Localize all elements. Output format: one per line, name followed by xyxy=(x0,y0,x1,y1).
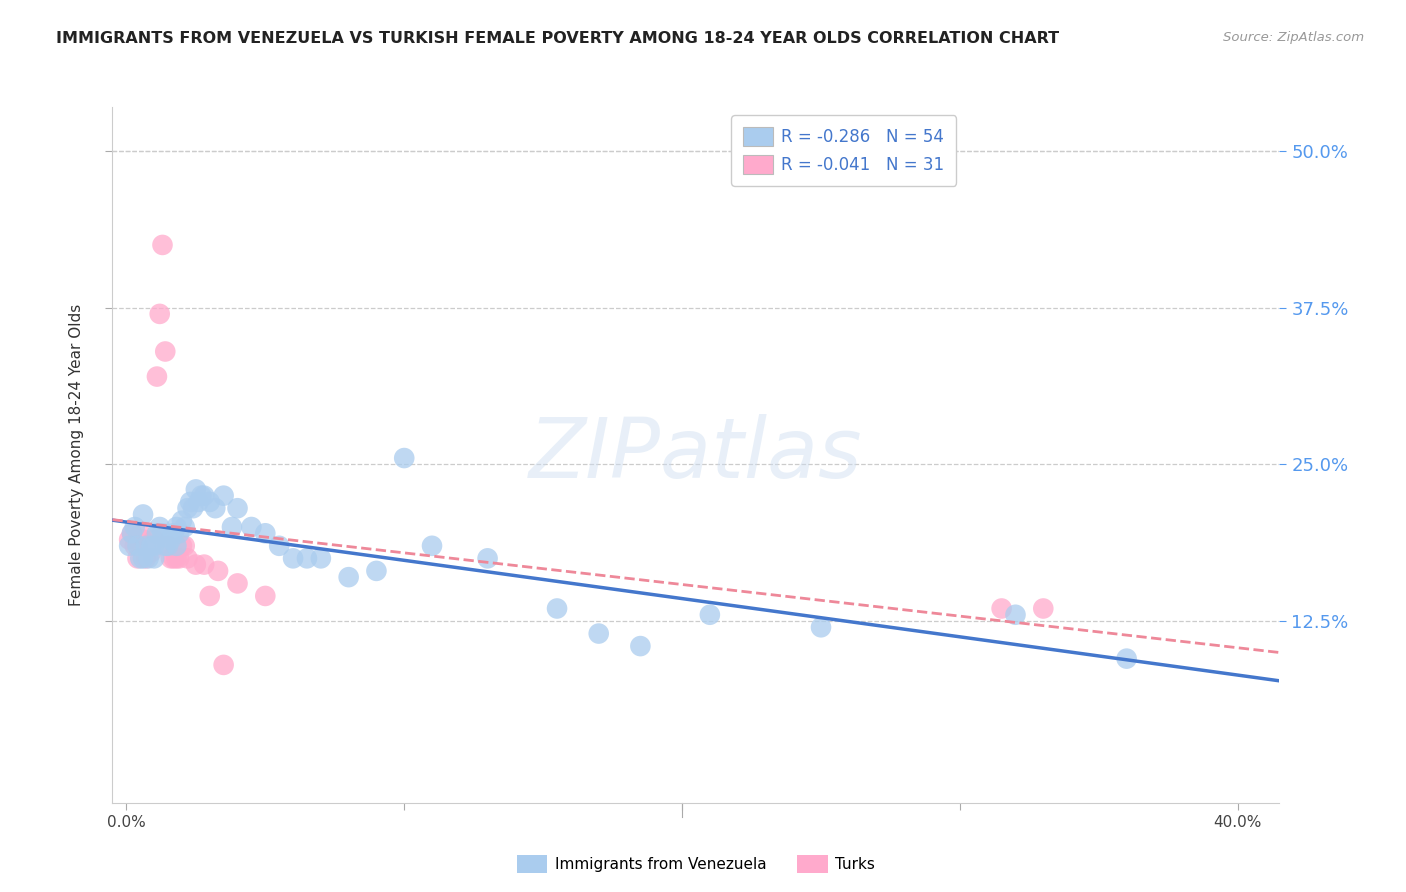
Point xyxy=(127,551,149,566)
Point xyxy=(420,539,443,553)
Point xyxy=(193,489,215,503)
Point xyxy=(176,501,198,516)
Point xyxy=(221,520,243,534)
Point xyxy=(309,551,332,566)
Point xyxy=(162,551,184,566)
Point xyxy=(165,551,187,566)
Point xyxy=(167,551,190,566)
Point xyxy=(124,520,146,534)
Point xyxy=(132,551,155,566)
Point xyxy=(190,489,212,503)
Point xyxy=(281,551,304,566)
Point xyxy=(1004,607,1026,622)
Point xyxy=(152,238,174,252)
Point xyxy=(184,558,207,572)
Point xyxy=(170,539,193,553)
Point xyxy=(129,551,152,566)
Point xyxy=(160,551,183,566)
Point xyxy=(146,369,169,384)
Point xyxy=(1115,651,1137,665)
Point xyxy=(181,501,204,516)
Text: ZIPatlas: ZIPatlas xyxy=(529,415,863,495)
Point xyxy=(165,539,187,553)
Point xyxy=(135,539,157,553)
Point xyxy=(146,526,169,541)
Point xyxy=(143,551,166,566)
Point xyxy=(155,539,177,553)
Point xyxy=(127,539,149,553)
Point xyxy=(699,607,721,622)
Point xyxy=(187,495,209,509)
Point xyxy=(138,551,160,566)
Point xyxy=(143,533,166,547)
Point xyxy=(366,564,388,578)
Point xyxy=(269,539,291,553)
Point xyxy=(143,539,166,553)
Point xyxy=(160,533,183,547)
Point xyxy=(135,551,157,566)
Y-axis label: Female Poverty Among 18-24 Year Olds: Female Poverty Among 18-24 Year Olds xyxy=(69,304,84,606)
Point xyxy=(588,626,610,640)
Point xyxy=(132,508,155,522)
Point xyxy=(124,539,146,553)
Point xyxy=(226,576,249,591)
Point xyxy=(990,601,1012,615)
Point xyxy=(121,526,143,541)
Point xyxy=(157,539,180,553)
Point xyxy=(149,307,172,321)
Point xyxy=(394,451,416,466)
Point xyxy=(132,533,155,547)
Point xyxy=(337,570,360,584)
Point xyxy=(193,558,215,572)
Point xyxy=(226,501,249,516)
Text: IMMIGRANTS FROM VENEZUELA VS TURKISH FEMALE POVERTY AMONG 18-24 YEAR OLDS CORREL: IMMIGRANTS FROM VENEZUELA VS TURKISH FEM… xyxy=(56,31,1059,46)
Point xyxy=(254,589,277,603)
Point xyxy=(170,514,193,528)
Point xyxy=(295,551,318,566)
Point xyxy=(118,533,141,547)
Point xyxy=(254,526,277,541)
Point xyxy=(1032,601,1054,615)
Point xyxy=(129,526,152,541)
Point xyxy=(141,539,163,553)
Point xyxy=(149,520,172,534)
Point xyxy=(240,520,263,534)
Point xyxy=(176,551,198,566)
Point xyxy=(152,526,174,541)
Point xyxy=(173,520,195,534)
Point xyxy=(118,539,141,553)
Point xyxy=(179,495,201,509)
Point xyxy=(212,657,235,672)
Point xyxy=(477,551,499,566)
Point xyxy=(198,495,221,509)
Text: Source: ZipAtlas.com: Source: ZipAtlas.com xyxy=(1223,31,1364,45)
Point xyxy=(204,501,226,516)
Point xyxy=(207,564,229,578)
Legend: Immigrants from Venezuela, Turks: Immigrants from Venezuela, Turks xyxy=(510,849,882,879)
Point xyxy=(546,601,568,615)
Point xyxy=(138,539,160,553)
Point xyxy=(155,344,177,359)
Point xyxy=(165,520,187,534)
Point xyxy=(157,539,180,553)
Point xyxy=(141,545,163,559)
Point xyxy=(198,589,221,603)
Point xyxy=(173,539,195,553)
Point xyxy=(628,639,651,653)
Point xyxy=(212,489,235,503)
Point xyxy=(121,526,143,541)
Point xyxy=(184,483,207,497)
Point xyxy=(162,526,184,541)
Point xyxy=(167,526,190,541)
Point xyxy=(810,620,832,634)
